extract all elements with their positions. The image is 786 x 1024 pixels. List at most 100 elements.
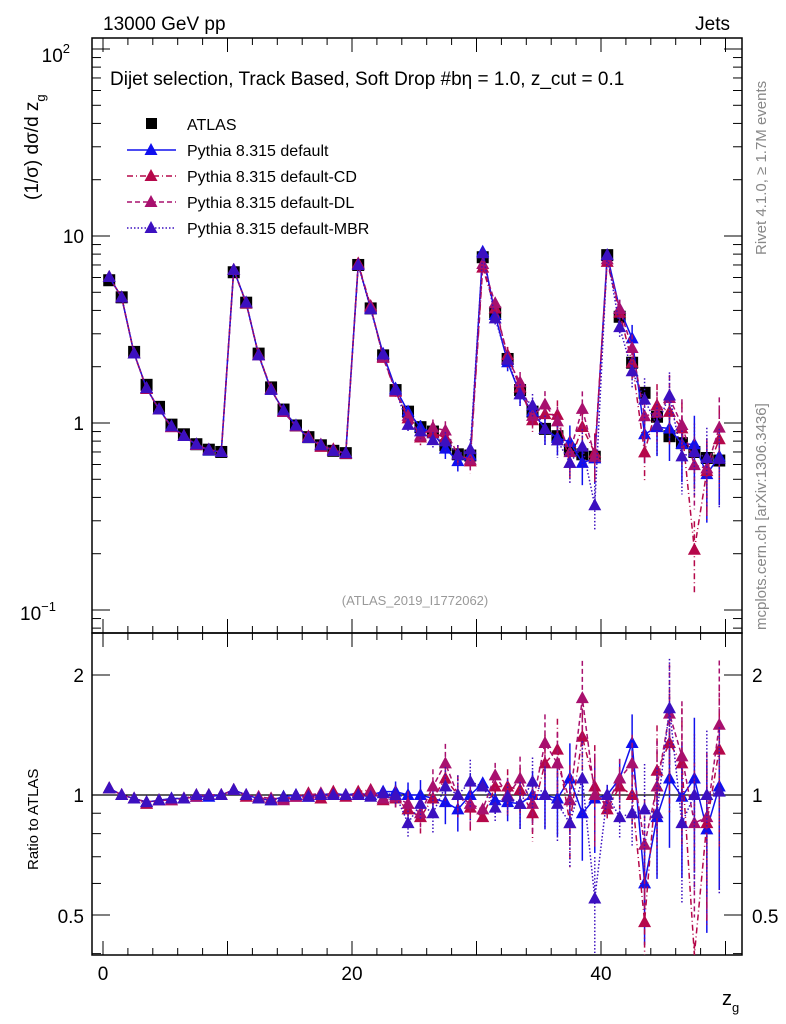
ratio-series-point — [438, 795, 452, 808]
ratio-ytick-label-1-right: 1 — [752, 786, 763, 807]
series-point — [438, 434, 452, 447]
ytick-label-10: 10 — [63, 227, 84, 248]
xtick-label-20: 20 — [341, 964, 362, 985]
legend-marker-atlas — [146, 118, 157, 129]
series-point — [550, 414, 564, 427]
series-point — [687, 437, 701, 450]
ratio-series-point — [413, 796, 427, 809]
ratio-series-point — [364, 789, 378, 802]
ratio-series-point — [588, 891, 602, 904]
axis-ticks — [92, 38, 742, 955]
ratio-ytick-label-1: 1 — [73, 786, 84, 807]
ratio-ytick-label-2-right: 2 — [752, 666, 763, 687]
series-point — [152, 402, 166, 415]
ratio-series-point — [625, 736, 639, 749]
ytick-label-100: 102 — [42, 41, 70, 67]
legend-marker-1 — [144, 169, 158, 181]
series-point — [252, 348, 266, 361]
series-point — [476, 246, 490, 259]
ratio-series-point — [401, 796, 415, 809]
ratio-series-point — [488, 768, 502, 781]
ratio-ytick-label-2: 2 — [73, 666, 84, 687]
series-point — [463, 452, 477, 465]
legend-label: Pythia 8.315 default-CD — [187, 169, 357, 186]
ratio-series-point — [401, 816, 415, 829]
series-line-1 — [108, 261, 720, 550]
series-point — [687, 444, 701, 457]
series-point — [364, 302, 378, 315]
series-point — [526, 398, 540, 411]
ratio-series-point — [638, 837, 652, 850]
legend-marker-3 — [144, 221, 158, 233]
header-left: 13000 GeV pp — [103, 14, 226, 35]
legend-label: Pythia 8.315 default — [187, 143, 329, 160]
ratio-series-point — [463, 774, 477, 787]
ratio-series-point — [376, 786, 390, 799]
ratio-series-point — [675, 749, 689, 762]
series-point — [538, 397, 552, 410]
ratio-series-point — [152, 793, 166, 806]
series-point — [401, 417, 415, 430]
series-point — [675, 418, 689, 431]
ratio-series-point — [575, 771, 589, 784]
series-point — [613, 320, 627, 333]
xtick-label-0: 0 — [98, 964, 109, 985]
series-point — [426, 420, 440, 433]
series-point — [451, 447, 465, 460]
series-point — [538, 407, 552, 420]
ratio-series-point — [638, 802, 652, 815]
series-point — [376, 347, 390, 360]
ratio-series-point — [550, 796, 564, 809]
series-point — [351, 257, 365, 270]
ratio-series-point — [476, 779, 490, 792]
series-point — [140, 381, 154, 394]
ratio-series-point — [712, 784, 726, 797]
ratio-series-point — [438, 779, 452, 792]
ratio-series-point — [252, 791, 266, 804]
series-point — [538, 421, 552, 434]
ratio-series-point — [550, 756, 564, 769]
ratio-series-point — [227, 782, 241, 795]
series-point — [488, 311, 502, 324]
ratio-series-point — [675, 756, 689, 769]
series-point — [513, 387, 527, 400]
ratio-series-point — [140, 795, 154, 808]
ratio-series-point — [712, 717, 726, 730]
series-point — [687, 542, 701, 555]
ratio-series-point — [413, 788, 427, 800]
series-point — [700, 450, 714, 463]
ratio-series-point — [613, 810, 627, 823]
series-point — [550, 433, 564, 446]
series-point — [563, 455, 577, 468]
ratio-series-point — [426, 779, 440, 792]
series-point — [413, 424, 427, 437]
series-point — [575, 439, 589, 452]
ratio-series-point — [264, 793, 278, 806]
series-point — [401, 408, 415, 421]
series-point — [264, 382, 278, 395]
ratio-series-point — [289, 788, 303, 800]
ratio-series-point — [351, 788, 365, 800]
ratio-series-point — [526, 796, 540, 809]
ratio-series-point — [588, 788, 602, 800]
plot-title: Dijet selection, Track Based, Soft Drop … — [110, 69, 624, 90]
legend-label: ATLAS — [187, 117, 237, 134]
ratio-series-line-2 — [108, 698, 721, 845]
ratio-series-point — [513, 771, 527, 784]
series-point — [625, 364, 639, 377]
legend-marker-0 — [144, 143, 158, 155]
series-point — [214, 444, 228, 457]
legend-label: Pythia 8.315 default-MBR — [187, 221, 369, 238]
ratio-series-point — [687, 788, 701, 800]
ratio-series-point — [600, 788, 614, 800]
legend-label: Pythia 8.315 default-DL — [187, 195, 354, 212]
series-point — [712, 420, 726, 433]
ratio-series-point — [638, 915, 652, 928]
ratio-series-point — [239, 788, 253, 800]
ratio-plot-marks — [102, 658, 726, 956]
ratio-series-point — [613, 771, 627, 784]
ratio-series-point — [426, 806, 440, 819]
ratio-series-point — [277, 789, 291, 802]
y-axis-label: (1/σ) dσ/d zg — [22, 94, 48, 200]
